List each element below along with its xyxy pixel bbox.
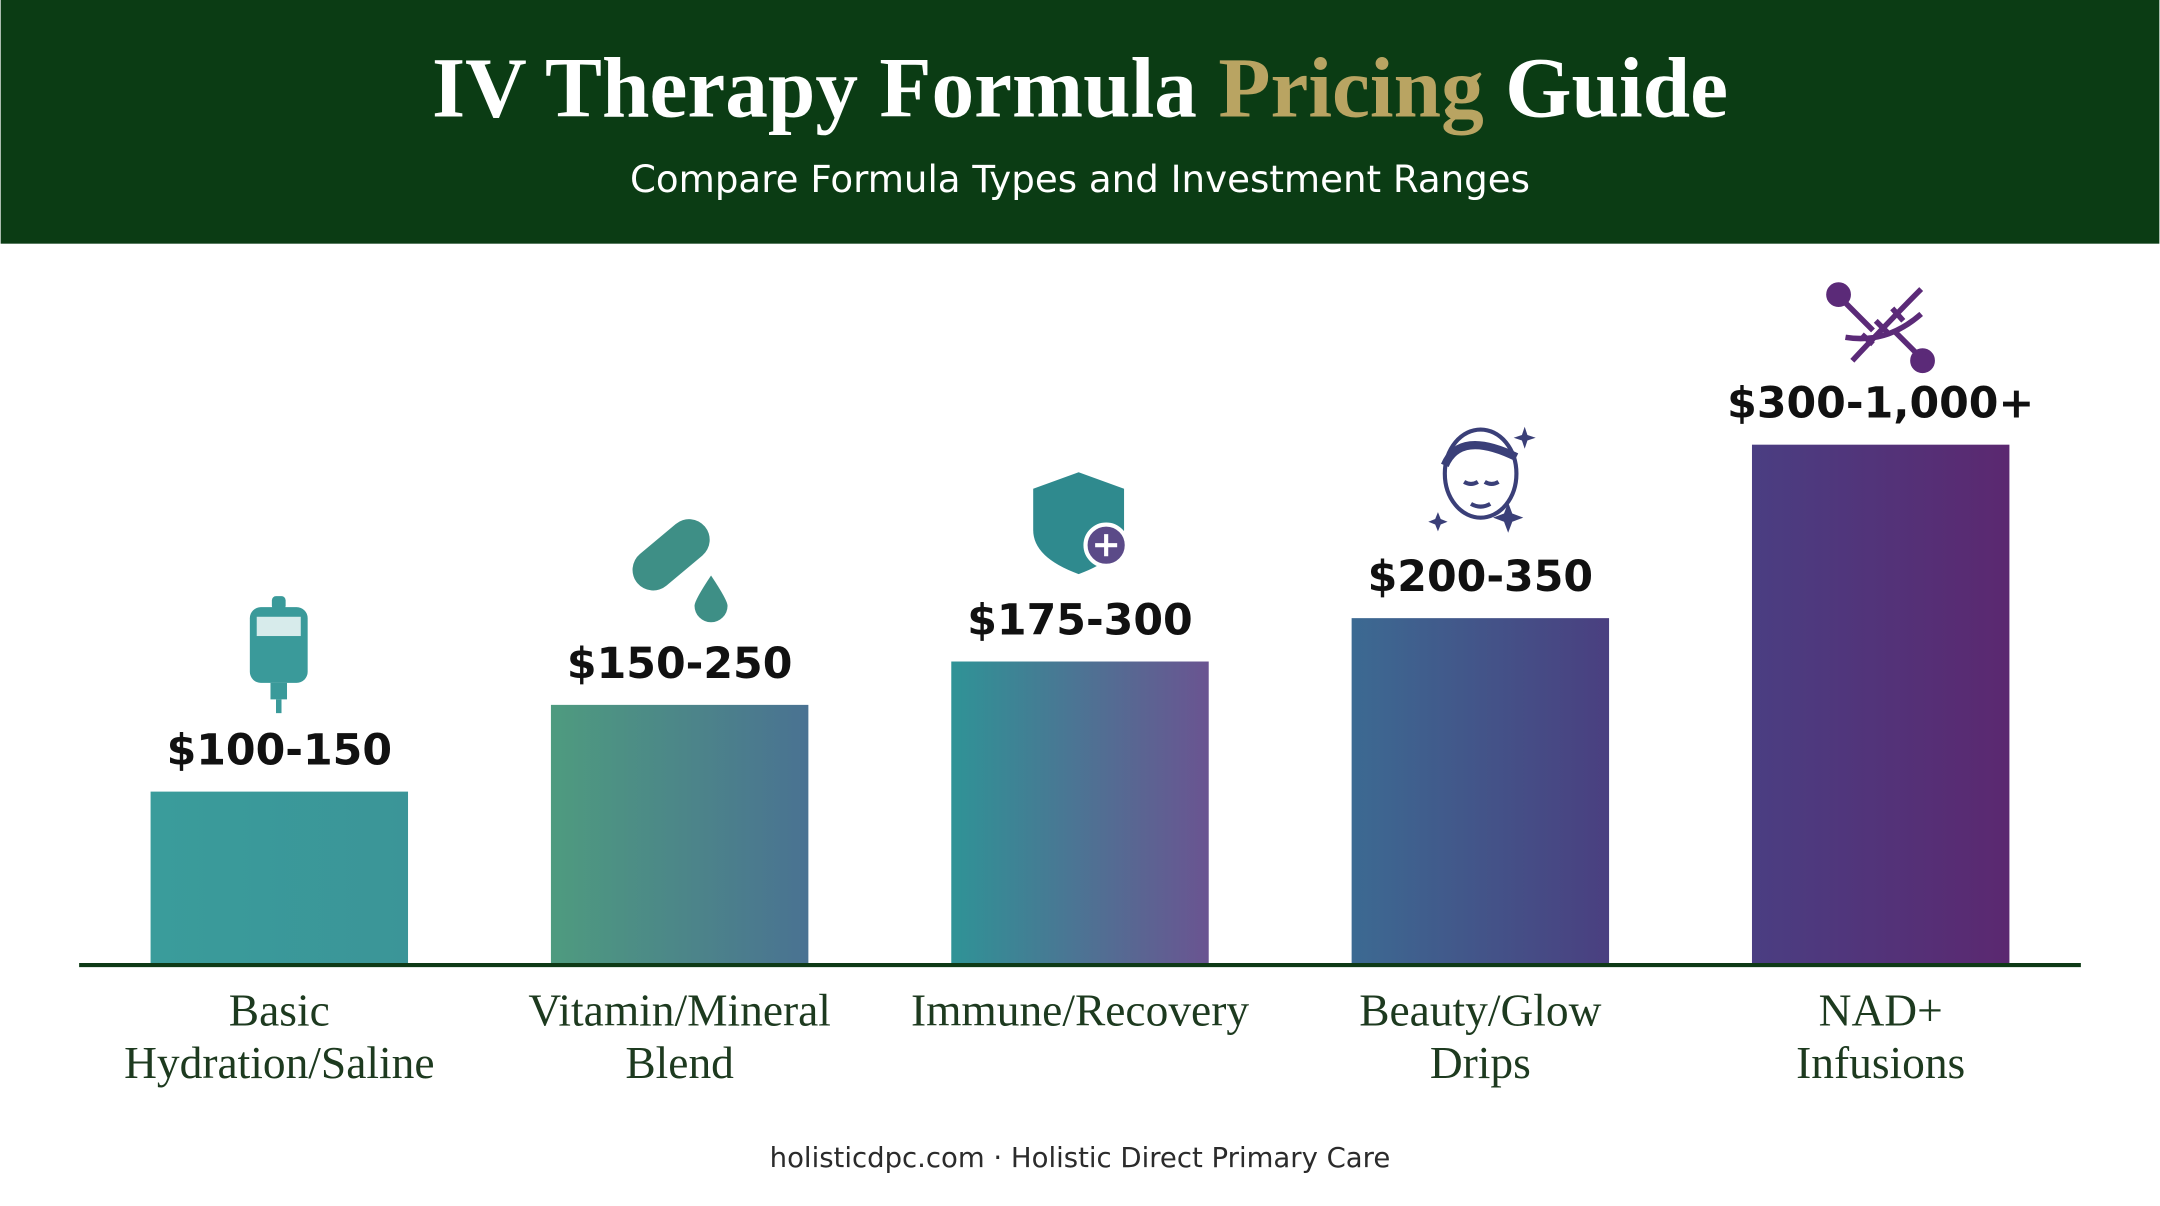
x-label-box: Vitamin/Mineral Blend bbox=[528, 987, 831, 1089]
value-label: $175-300 bbox=[967, 595, 1192, 645]
icon-shield bbox=[1033, 472, 1129, 575]
bar bbox=[951, 661, 1209, 966]
value-label: $100-150 bbox=[167, 726, 392, 776]
x-tick-label: Basic Hydration/Saline bbox=[124, 987, 435, 1089]
x-label-box: Basic Hydration/Saline bbox=[124, 987, 435, 1089]
x-tick-label: NAD+ Infusions bbox=[1796, 987, 1966, 1089]
value-label: $200-350 bbox=[1368, 552, 1593, 602]
title-part: IV Therapy Formula bbox=[432, 41, 1197, 135]
title-highlight: Pricing bbox=[1218, 41, 1483, 135]
icon-iv-bag bbox=[249, 596, 308, 714]
bar bbox=[550, 704, 809, 966]
title-part: Guide bbox=[1505, 41, 1728, 135]
icon-pill bbox=[632, 519, 728, 623]
bar bbox=[1751, 444, 2010, 966]
x-tick-label: Vitamin/Mineral Blend bbox=[528, 987, 831, 1089]
x-tick-label: Immune/Recovery bbox=[910, 987, 1250, 1037]
bar bbox=[1351, 618, 1610, 966]
x-label-box: Immune/Recovery bbox=[910, 987, 1250, 1037]
icon-dna bbox=[1826, 282, 1935, 374]
x-tick-label: Beauty/Glow Drips bbox=[1359, 987, 1602, 1089]
x-label-box: NAD+ Infusions bbox=[1796, 987, 1966, 1089]
header-band bbox=[0, 0, 2160, 244]
footer: holisticdpc.com · Holistic Direct Primar… bbox=[770, 1142, 1391, 1174]
value-label: $300-1,000+ bbox=[1727, 379, 2034, 429]
bar bbox=[150, 791, 409, 966]
value-label: $150-250 bbox=[567, 639, 792, 689]
icon-face bbox=[1428, 426, 1536, 533]
chart-subtitle: Compare Formula Types and Investment Ran… bbox=[630, 157, 1530, 201]
x-label-box: Beauty/Glow Drips bbox=[1359, 987, 1602, 1089]
chart-title: IV Therapy Formula Pricing Guide bbox=[432, 41, 1728, 135]
